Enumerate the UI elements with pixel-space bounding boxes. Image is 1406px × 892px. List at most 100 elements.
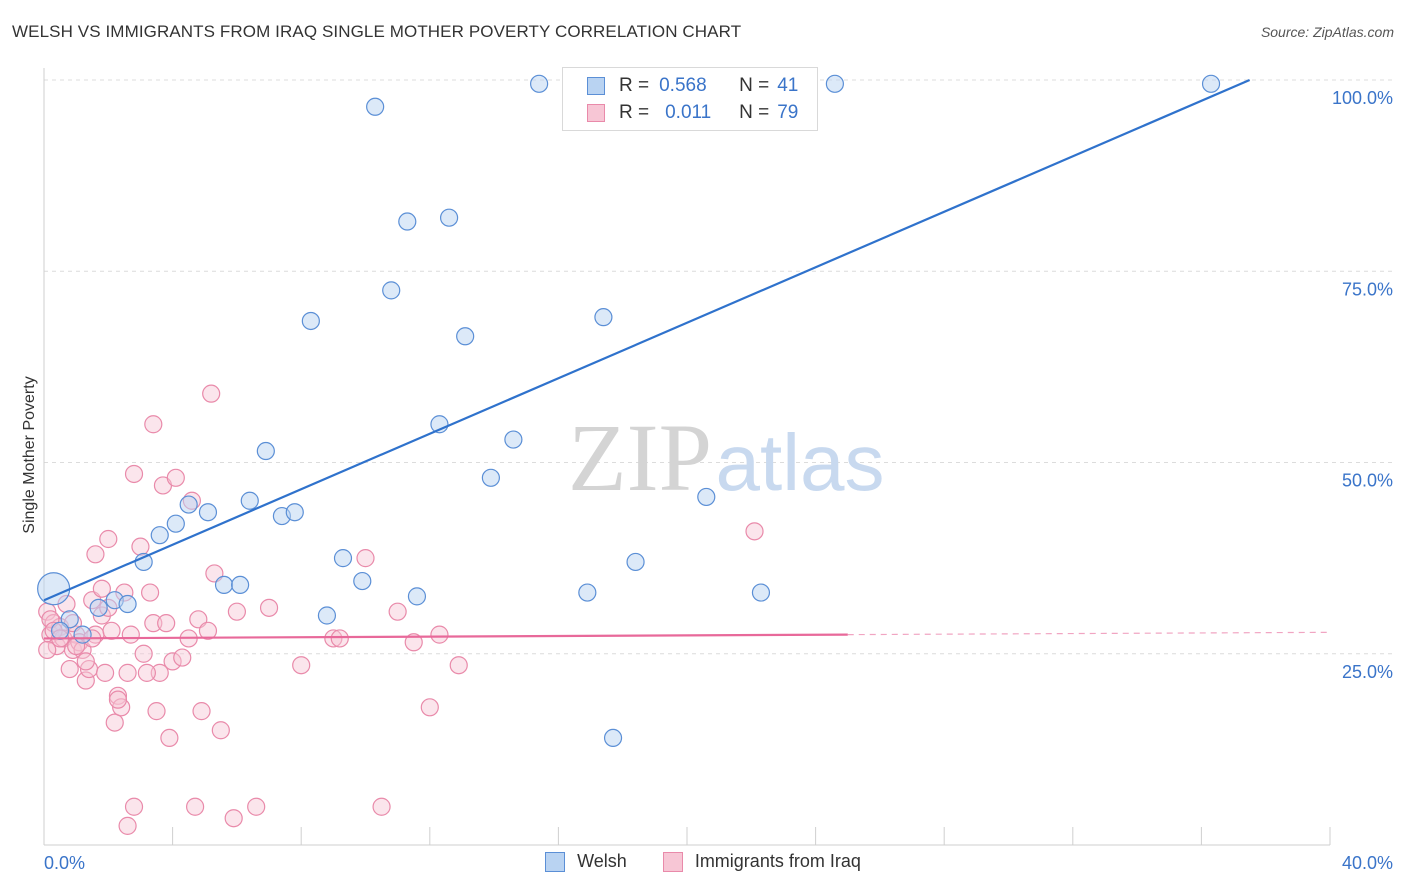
iraq-point: [430, 625, 449, 644]
welsh-point: [166, 514, 185, 533]
legend-row-welsh: R = 0.568 N = 41: [587, 74, 798, 98]
welsh-swatch: [587, 77, 605, 95]
welsh-point: [398, 212, 417, 231]
iraq-point: [95, 663, 115, 682]
iraq-point: [388, 602, 407, 621]
welsh-point: [231, 575, 250, 595]
welsh-point: [256, 441, 275, 461]
y-tick-label: 25.0%: [1342, 662, 1393, 682]
welsh-legend-label: Welsh: [577, 851, 627, 871]
iraq-point: [150, 663, 169, 682]
watermark: ZIP atlas: [568, 404, 884, 511]
iraq-point: [121, 625, 140, 644]
iraq-point: [76, 671, 95, 690]
welsh-point: [285, 503, 304, 522]
iraq-point: [144, 614, 163, 633]
iraq-point: [105, 713, 124, 732]
welsh-point: [439, 208, 459, 227]
iraq-point: [192, 702, 211, 721]
welsh-trend-line: [43, 78, 1251, 602]
welsh-point: [825, 74, 844, 93]
iraq-point: [147, 702, 166, 721]
welsh-point: [37, 572, 71, 606]
welsh-point: [1201, 74, 1221, 93]
iraq-point: [60, 659, 79, 679]
iraq-point: [745, 522, 764, 541]
bottom-legend: Welsh Immigrants from Iraq: [0, 851, 1406, 872]
welsh-r-value: 0.568: [659, 75, 707, 96]
iraq-point: [144, 415, 163, 434]
welsh-point: [73, 625, 92, 644]
welsh-point: [317, 606, 337, 625]
iraq-point: [76, 652, 95, 671]
iraq-point: [124, 797, 144, 816]
gridlines: [44, 79, 1394, 655]
iraq-point: [166, 468, 185, 487]
iraq-point: [324, 629, 343, 648]
bottom-legend-welsh: Welsh: [545, 851, 627, 872]
welsh-point: [697, 487, 716, 507]
welsh-point: [150, 526, 169, 545]
legend-r-label: R =: [619, 75, 650, 96]
iraq-point: [118, 663, 137, 682]
iraq-point: [224, 809, 243, 828]
welsh-point: [407, 587, 427, 606]
welsh-point: [382, 281, 401, 300]
iraq-point: [157, 614, 176, 633]
iraq-point: [404, 633, 423, 652]
iraq-trend-line: [43, 633, 848, 640]
iraq-point: [259, 598, 279, 617]
iraq-point: [118, 816, 137, 835]
trend-lines: [43, 78, 1331, 640]
watermark-atlas: atlas: [716, 418, 885, 507]
iraq-point: [137, 663, 156, 682]
welsh-point: [751, 583, 771, 602]
welsh-point: [301, 311, 320, 331]
welsh-point: [504, 430, 523, 449]
iraq-point: [102, 621, 121, 640]
welsh-point: [198, 503, 218, 522]
iraq-point: [134, 644, 153, 663]
legend-r-label: R =: [619, 102, 650, 123]
legend-n-label: N =: [739, 102, 770, 123]
iraq-legend-label: Immigrants from Iraq: [694, 851, 861, 871]
iraq-point: [163, 652, 182, 671]
iraq-point: [99, 529, 118, 549]
iraq-point: [372, 797, 391, 816]
welsh-n-value: 41: [777, 75, 799, 96]
iraq-point: [108, 686, 128, 705]
iraq-point: [108, 690, 128, 709]
welsh-point: [118, 594, 137, 614]
iraq-point: [173, 648, 192, 667]
iraq-point: [420, 698, 439, 717]
iraq-point: [86, 545, 105, 564]
iraq-r-value: 0.011: [665, 102, 712, 123]
iraq-legend-swatch: [662, 851, 683, 872]
watermark-zip: ZIP: [568, 404, 712, 511]
welsh-point: [333, 549, 353, 568]
welsh-points: [37, 74, 1221, 748]
iraq-n-value: 79: [777, 102, 799, 123]
welsh-point: [530, 74, 549, 93]
welsh-point: [626, 552, 645, 572]
chart-title: WELSH VS IMMIGRANTS FROM IRAQ SINGLE MOT…: [12, 22, 742, 41]
welsh-point: [353, 571, 372, 591]
welsh-point: [214, 575, 234, 595]
iraq-point: [160, 728, 179, 748]
iraq-point: [292, 656, 311, 675]
welsh-point: [578, 583, 597, 602]
iraq-point: [140, 583, 160, 602]
iraq-point: [131, 537, 150, 556]
legend-n-label: N =: [739, 75, 770, 96]
welsh-point: [366, 97, 385, 116]
bottom-legend-iraq: Immigrants from Iraq: [662, 851, 861, 872]
welsh-point: [89, 598, 108, 617]
legend-row-iraq: R = 0.011 N = 79: [587, 101, 798, 125]
welsh-legend-swatch: [545, 851, 566, 872]
iraq-point: [227, 602, 246, 621]
iraq-point: [186, 797, 205, 816]
y-tick-label: 50.0%: [1342, 471, 1393, 491]
iraq-point: [356, 549, 375, 568]
y-tick-label: 75.0%: [1342, 279, 1393, 299]
tick-labels: 25.0% 50.0% 75.0% 100.0% 0.0% 40.0%: [44, 88, 1393, 873]
